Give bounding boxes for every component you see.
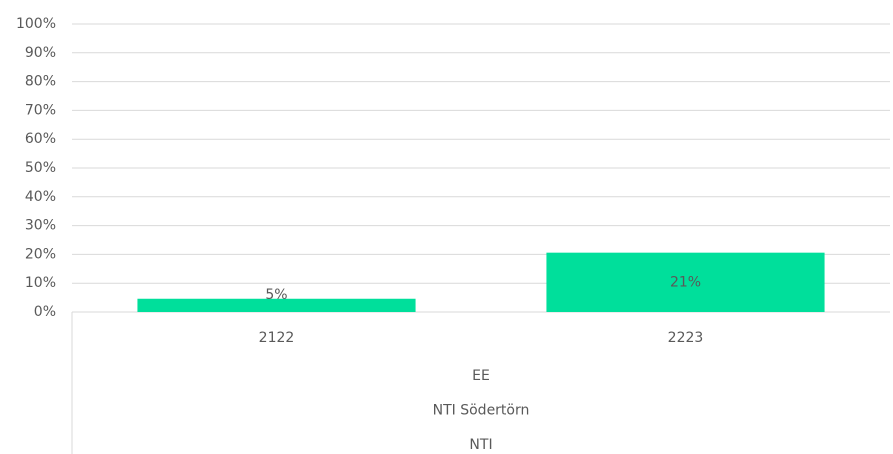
y-tick-label: 0%: [34, 304, 56, 320]
x-tick-label: 2223: [668, 330, 704, 346]
bar: [137, 298, 416, 312]
data-label: 5%: [265, 287, 287, 303]
category-group-label: EE: [472, 368, 490, 384]
category-group-label: NTI Södertörn: [433, 403, 530, 419]
bar: [546, 252, 825, 312]
y-tick-label: 60%: [25, 131, 56, 147]
y-tick-label: 20%: [25, 246, 56, 262]
data-label: 21%: [670, 274, 701, 290]
y-tick-label: 10%: [25, 275, 56, 291]
y-tick-label: 50%: [25, 160, 56, 176]
y-tick-label: 80%: [25, 74, 56, 90]
y-tick-label: 70%: [25, 102, 56, 118]
category-group-label: NTI: [469, 437, 492, 453]
y-tick-label: 40%: [25, 189, 56, 205]
y-tick-label: 100%: [16, 16, 56, 32]
x-tick-label: 2122: [259, 330, 295, 346]
y-tick-label: 90%: [25, 45, 56, 61]
y-tick-label: 30%: [25, 218, 56, 234]
